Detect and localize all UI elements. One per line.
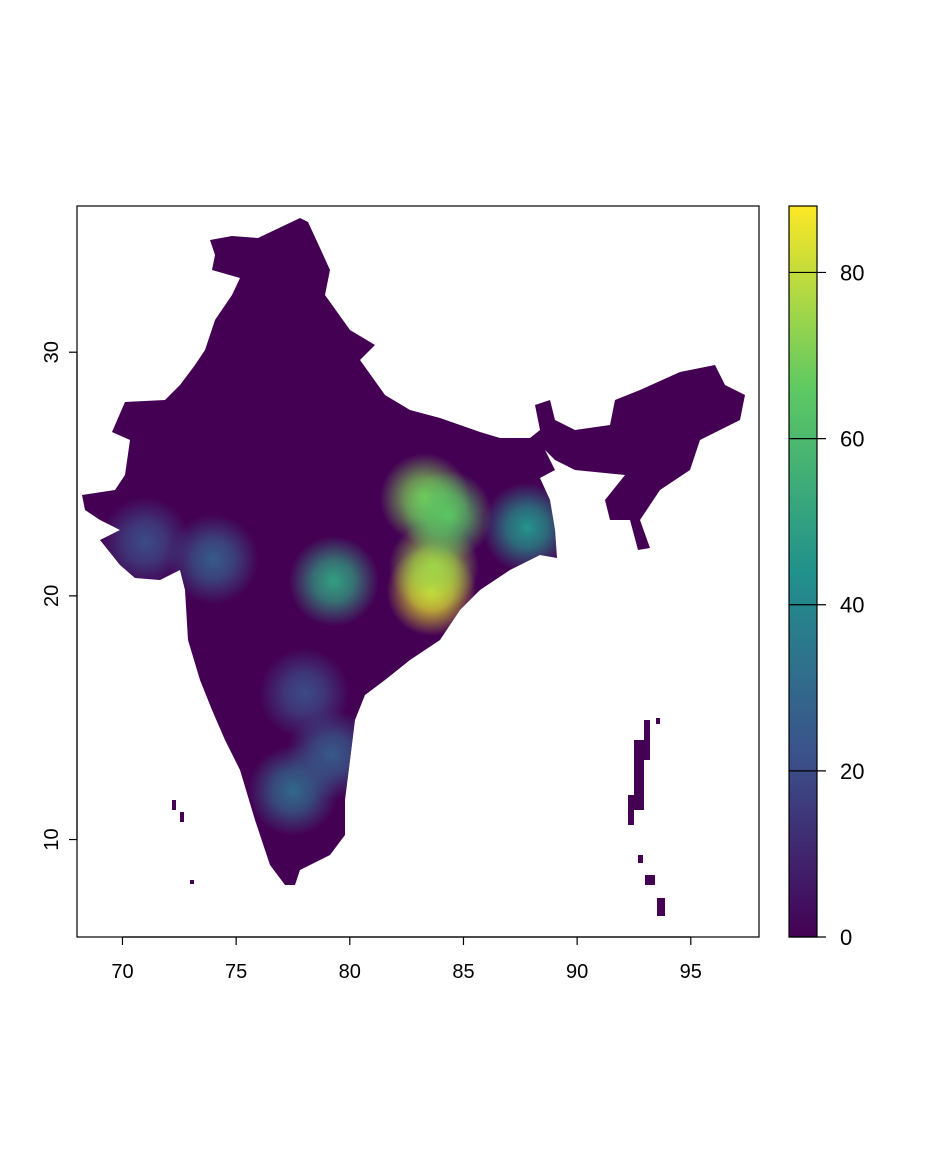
x-tick-label: 75: [225, 961, 247, 983]
island: [172, 800, 176, 810]
colorbar: [788, 205, 818, 938]
hotspot: [482, 482, 573, 573]
hotspot: [100, 497, 191, 588]
island: [634, 740, 644, 810]
hotspot: [168, 514, 259, 605]
colorbar-tick-label: 20: [840, 759, 864, 784]
hotspot: [259, 648, 350, 739]
island: [180, 812, 184, 822]
island: [645, 875, 655, 885]
x-tick-label: 80: [339, 961, 361, 983]
island: [644, 720, 650, 760]
x-tick-label: 70: [111, 961, 133, 983]
island: [190, 880, 194, 884]
x-tick-label: 85: [452, 961, 474, 983]
y-tick-label: 30: [41, 341, 63, 363]
colorbar-tick-label: 60: [840, 427, 864, 452]
island: [656, 718, 660, 724]
island: [657, 898, 665, 916]
hotspot: [288, 536, 379, 627]
colorbar-tick-label: 80: [840, 260, 864, 285]
map-layer: [82, 218, 745, 916]
colorbar-tick-label: 0: [840, 925, 852, 950]
y-tick-label: 20: [41, 585, 63, 607]
island: [638, 855, 643, 863]
y-tick-label: 10: [41, 828, 63, 850]
island: [628, 795, 634, 825]
x-tick-label: 95: [680, 961, 702, 983]
islands: [172, 718, 665, 916]
colorbar-tick-label: 40: [840, 593, 864, 618]
x-tick-label: 90: [566, 961, 588, 983]
hotspot: [402, 470, 493, 561]
